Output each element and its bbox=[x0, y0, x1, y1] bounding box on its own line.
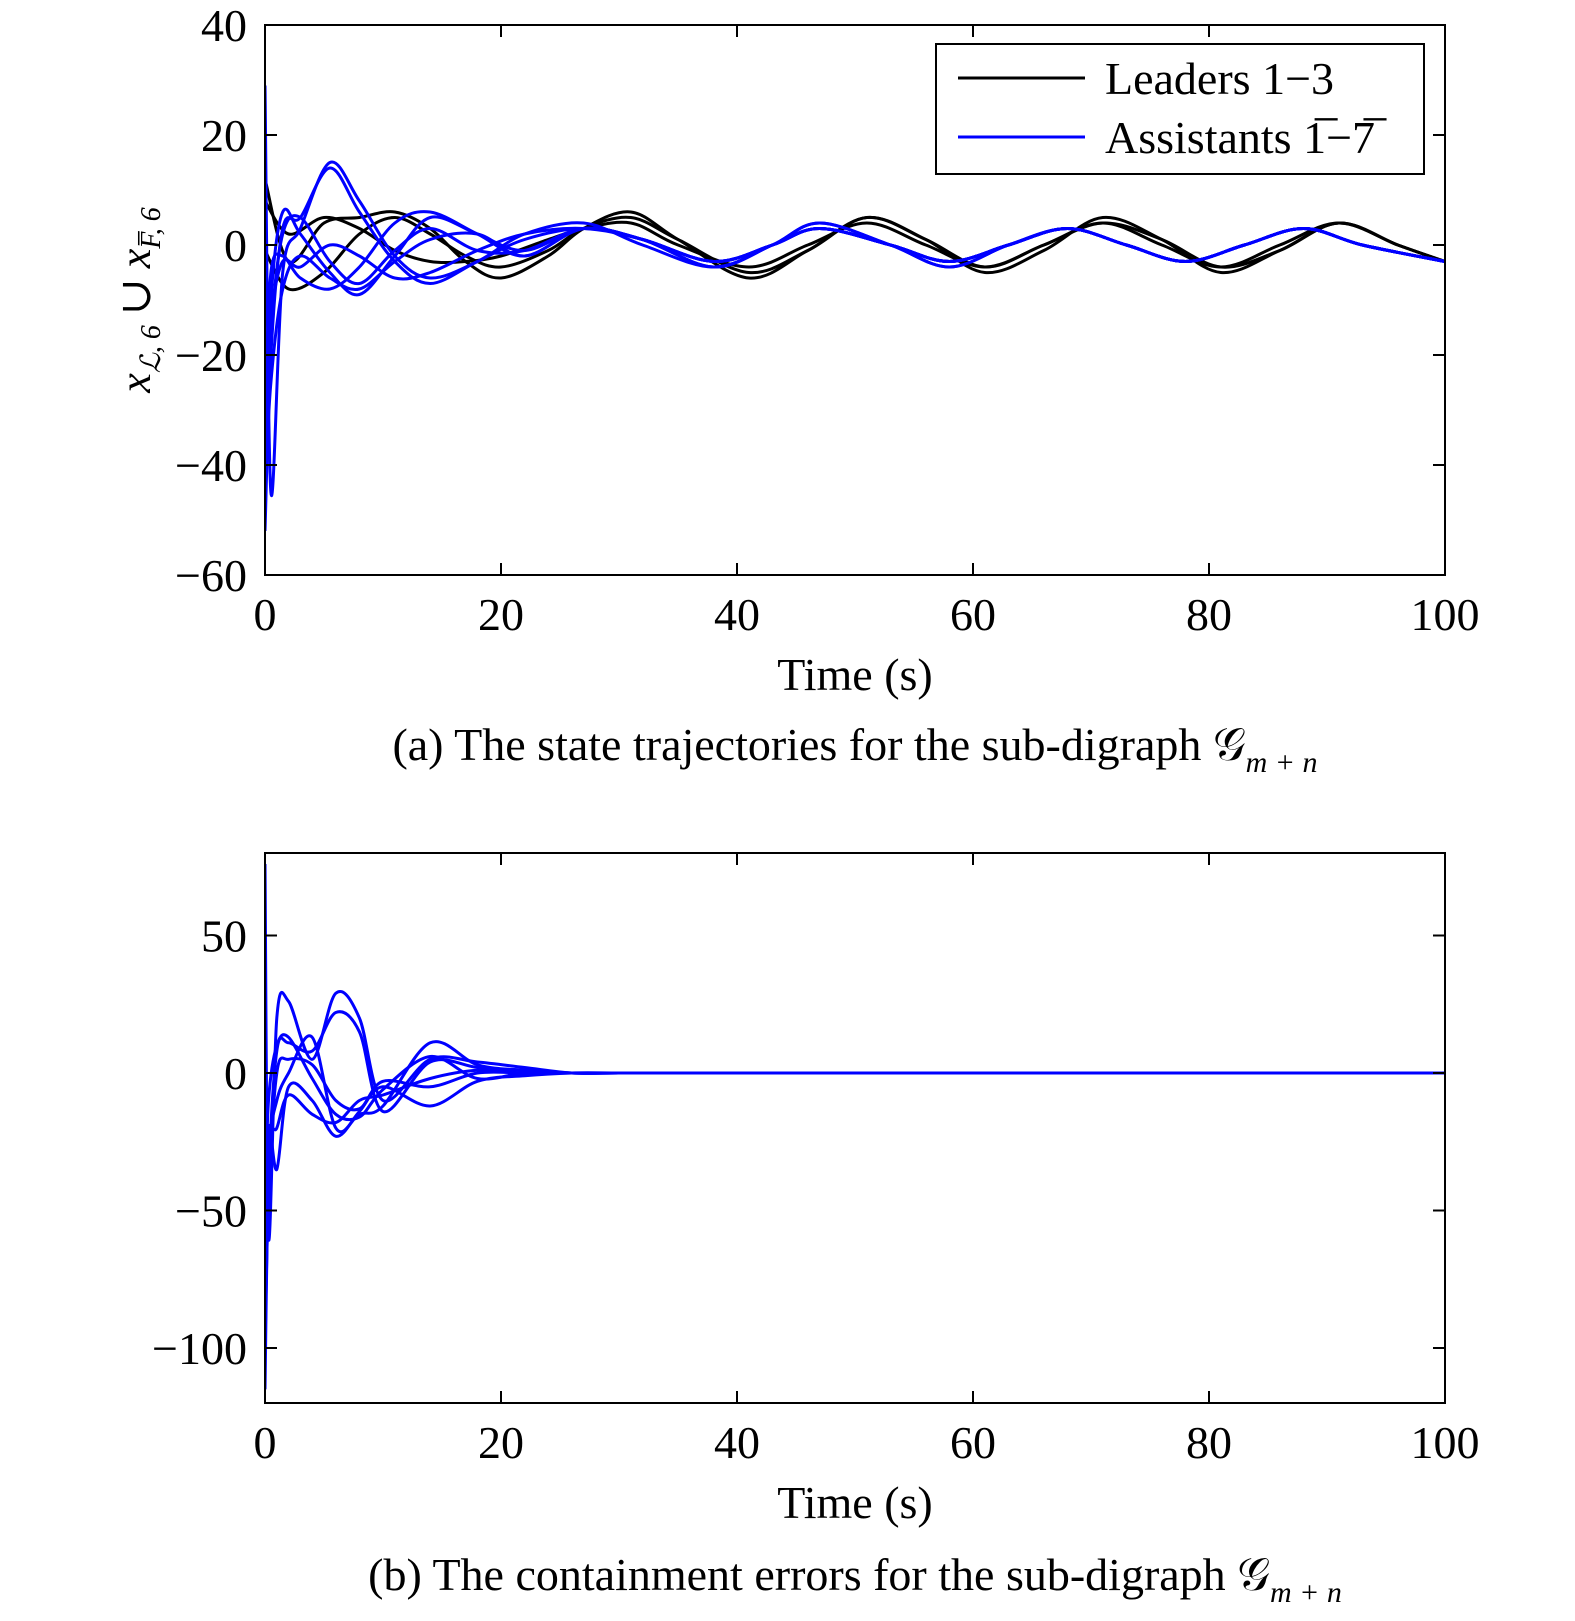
panel-b-caption-sub: m + n bbox=[1270, 1576, 1342, 1609]
panel-a-x-tick-label-40: 40 bbox=[714, 589, 760, 640]
panel-b-x-tick-label-80: 80 bbox=[1186, 1417, 1232, 1468]
panel-b-x-tick-label-20: 20 bbox=[478, 1417, 524, 1468]
panel-b-series-group bbox=[265, 863, 1445, 1390]
svg-text:xℒ, 6∪xF̅, 6: xℒ, 6∪xF̅, 6 bbox=[111, 207, 167, 394]
panel-a-ylabel-sub1: ℒ, 6 bbox=[136, 325, 167, 373]
panel-a-x-tick-label-100: 100 bbox=[1411, 589, 1480, 640]
panel-b-y-tick-label-0: 0 bbox=[224, 1048, 247, 1099]
panel-a-caption: (a) The state trajectories for the sub-d… bbox=[392, 719, 1317, 779]
panel-a-x-axis-title: Time (s) bbox=[777, 649, 933, 700]
panel-a-x-tick-label-20: 20 bbox=[478, 589, 524, 640]
panel-b-x-axis-title: Time (s) bbox=[777, 1477, 933, 1528]
legend-label-leaders: Leaders 1−3 bbox=[1105, 53, 1334, 104]
panel-b-x-tick-label-0: 0 bbox=[254, 1417, 277, 1468]
panel-a-caption-main: (a) The state trajectories for the sub-d… bbox=[392, 719, 1245, 770]
panel-a-ylabel-union: ∪ bbox=[111, 278, 160, 315]
panel-b-caption-main: (b) The containment errors for the sub-d… bbox=[368, 1549, 1270, 1600]
panel-b-x-tick-label-60: 60 bbox=[950, 1417, 996, 1468]
panel-a-y-tick-label--40: −40 bbox=[175, 440, 247, 491]
panel-a-series-line-1 bbox=[265, 178, 1445, 280]
panel-a-y-axis-title: xℒ, 6∪xF̅, 6 bbox=[111, 207, 167, 394]
panel-a-series-line-10 bbox=[265, 214, 1445, 438]
panel-b-plot-frame bbox=[264, 852, 1446, 1404]
panel-b-caption: (b) The containment errors for the sub-d… bbox=[368, 1549, 1342, 1609]
panel-b-y-tick-label-50: 50 bbox=[201, 911, 247, 962]
panel-a-ylabel-x2: x bbox=[111, 248, 160, 269]
panel-a-y-tick-label--60: −60 bbox=[175, 550, 247, 601]
panel-a-ticks: 0 20 40 60 80 100 −60 −40 −20 0 20 40 bbox=[175, 0, 1479, 640]
panel-a-ylabel-x: x bbox=[111, 373, 160, 394]
panel-a-x-tick-label-0: 0 bbox=[254, 589, 277, 640]
panel-b-x-tick-label-100: 100 bbox=[1411, 1417, 1480, 1468]
panel-b-series-line-7 bbox=[265, 1068, 1445, 1294]
panel-b-y-tick-label--50: −50 bbox=[175, 1186, 247, 1237]
panel-a-ylabel-sub2: F̅, 6 bbox=[136, 207, 167, 250]
panel-b-chart: 0 20 40 60 80 100 −100 −50 0 50 Time (s) (b) The … bbox=[152, 852, 1480, 1609]
legend-box bbox=[935, 43, 1425, 175]
panel-a-y-tick-label-40: 40 bbox=[201, 0, 247, 51]
legend-label-assistants: Assistants 1̅−7̅ bbox=[1105, 112, 1387, 163]
panel-a-plot-frame bbox=[264, 24, 1446, 576]
panel-a-series-group bbox=[265, 85, 1445, 532]
panel-b-y-tick-label--100: −100 bbox=[152, 1323, 247, 1374]
panel-a-caption-sub: m + n bbox=[1246, 746, 1318, 779]
panel-a-x-tick-label-80: 80 bbox=[1186, 589, 1232, 640]
panel-a-y-tick-label-0: 0 bbox=[224, 220, 247, 271]
panel-b-ticks: 0 20 40 60 80 100 −100 −50 0 50 bbox=[152, 853, 1480, 1468]
panel-a-legend: Leaders 1−3 Assistants 1̅−7̅ bbox=[935, 43, 1425, 175]
panel-a-x-tick-label-60: 60 bbox=[950, 589, 996, 640]
panel-b-x-tick-label-40: 40 bbox=[714, 1417, 760, 1468]
panel-a-y-tick-label-20: 20 bbox=[201, 110, 247, 161]
panel-a-y-tick-label--20: −20 bbox=[175, 330, 247, 381]
